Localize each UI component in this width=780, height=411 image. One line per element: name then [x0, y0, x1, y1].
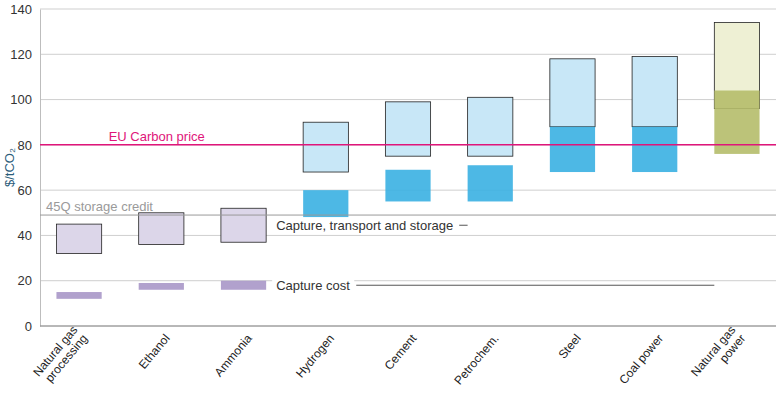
- x-tick-label: Petrochem.: [451, 332, 501, 388]
- reference-label: 45Q storage credit: [46, 199, 153, 214]
- capture-cost-bar: [221, 281, 266, 290]
- grid-line: [40, 9, 776, 10]
- x-tick-label-line: Ethanol: [136, 332, 173, 372]
- y-tick-label: 140: [10, 2, 32, 17]
- y-tick-label: 120: [10, 47, 32, 62]
- x-axis-line: [40, 326, 776, 327]
- x-tick-label: Natural gaspower: [688, 323, 748, 387]
- total-cost-bar: [468, 97, 513, 156]
- x-tick-label: Ethanol: [136, 332, 173, 372]
- y-axis-title: $/tCO₂: [2, 148, 17, 187]
- annotations: EU Carbon price 45Q storage credit: [40, 129, 776, 215]
- reference-line: [40, 144, 776, 146]
- y-tick-label: 0: [25, 319, 32, 334]
- total-cost-bar: [550, 59, 595, 127]
- x-axis: Natural gasprocessing Ethanol Ammonia Hydro…: [30, 323, 748, 387]
- grid-line: [40, 54, 776, 55]
- x-tick-label-line: Steel: [556, 332, 584, 362]
- y-tick-label: 40: [18, 228, 32, 243]
- y-tick-label: 80: [18, 138, 32, 153]
- y-tick: 40: [18, 228, 40, 243]
- capture-cost-bar: [385, 170, 430, 202]
- total-cost-bar: [303, 122, 348, 172]
- total-cost-bar: [56, 224, 101, 253]
- grid: [40, 9, 776, 326]
- x-tick-label-line: Coal power: [616, 332, 666, 388]
- x-tick-label: Coal power: [616, 332, 666, 388]
- grid-line: [40, 144, 776, 145]
- series-label-pointer: [356, 285, 714, 286]
- total-cost-bar: [139, 213, 184, 245]
- x-tick-label-line: processing: [42, 332, 90, 385]
- x-tick-label-line: power: [717, 332, 749, 366]
- series-label: Capture cost: [276, 278, 350, 293]
- grid-line: [40, 280, 776, 281]
- y-axis-line: [40, 10, 41, 327]
- capture-cost-bar: [303, 190, 348, 217]
- series-label-pointer: [459, 225, 467, 226]
- x-tick-label: Natural gasprocessing: [30, 323, 90, 387]
- capture-cost-bar: [56, 292, 101, 299]
- capture-cost-bar: [468, 165, 513, 201]
- y-tick: 80: [18, 138, 40, 153]
- y-tick: 120: [10, 47, 40, 62]
- x-tick-label-line: Petrochem.: [451, 332, 501, 388]
- x-tick-label: Steel: [556, 332, 584, 362]
- reference-label: EU Carbon price: [109, 129, 205, 144]
- x-tick-label: Hydrogen: [293, 332, 337, 381]
- y-tick: 0: [25, 319, 40, 334]
- series-label: Capture, transport and storage: [276, 218, 453, 233]
- y-tick: 60: [18, 183, 40, 198]
- total-cost-bar: [632, 57, 677, 127]
- y-tick-label: 60: [18, 183, 32, 198]
- total-cost-bar: [221, 208, 266, 242]
- x-tick-label: Cement: [382, 331, 420, 373]
- capture-cost-bar: [550, 127, 595, 172]
- capture-cost-bar: [139, 283, 184, 290]
- total-cost-bar: [385, 102, 430, 156]
- series-label-background: [272, 277, 354, 294]
- y-tick-label: 20: [18, 273, 32, 288]
- y-tick: 20: [18, 273, 40, 288]
- bars: [56, 23, 759, 299]
- x-tick-label-line: Hydrogen: [293, 332, 337, 381]
- y-tick: 100: [10, 92, 40, 107]
- chart: 0 20 40 60 80 100 120 140 $/tCO₂ Natural gasproce…: [0, 0, 780, 411]
- series-label-background: [272, 217, 457, 234]
- y-tick-label: 100: [10, 92, 32, 107]
- x-tick-label: Ammonia: [212, 331, 256, 379]
- capture-cost-bar: [632, 127, 677, 172]
- x-tick-label-line: Cement: [382, 331, 420, 373]
- series-labels: Capture cost Capture, transport and stora…: [272, 217, 714, 294]
- reference-line: [40, 215, 776, 216]
- grid-line: [40, 326, 776, 327]
- x-tick-label-line: Ammonia: [212, 331, 256, 379]
- y-tick: 140: [10, 2, 40, 17]
